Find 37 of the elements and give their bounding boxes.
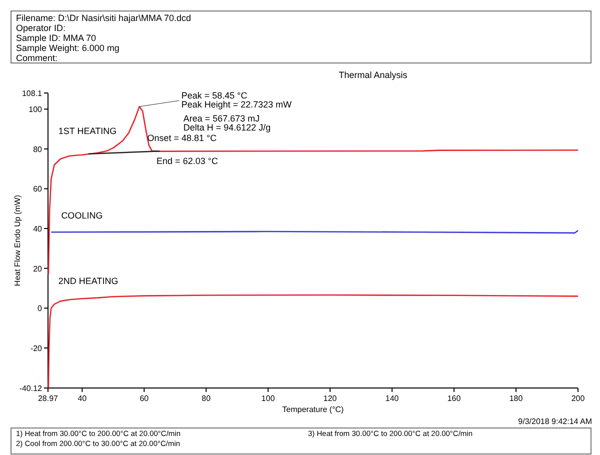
y-tick-label: 100 [28,105,43,114]
y-tick-label: -40.12 [19,384,43,393]
text: 9/3/2018 9:42:14 AM [518,417,592,426]
annotation: Peak = 58.45 °C [181,90,248,101]
chart-title: Thermal Analysis [338,70,408,80]
annotation: Area = 567.673 mJ [183,114,260,124]
x-tick-label: 180 [509,394,524,403]
x-tick-label: 100 [261,394,276,403]
text: Comment: [16,53,58,63]
y-tick-label: 60 [33,184,43,194]
x-tick-label: 60 [140,394,150,403]
y-tick-label: 80 [33,144,43,154]
series-label: 1ST HEATING [58,126,117,136]
x-tick-label: 200 [571,394,586,403]
y-tick-label: 0 [38,304,43,314]
y-tick-label: 20 [33,264,43,274]
x-tick-label: 140 [385,394,400,403]
annotation: Onset = 48.81 °C [147,132,218,143]
annotation: End = 62.03 °C [156,156,218,166]
x-tick-label: 80 [202,394,212,403]
annotation: Delta H = 94.6122 J/g [183,122,271,133]
x-tick-label: 28.97 [38,394,59,403]
x-tick-label: 160 [447,394,462,403]
series-label: COOLING [61,210,103,221]
text: Sample Weight: 6.000 mg [16,43,120,53]
series-label: 2ND HEATING [58,276,118,286]
text: Sample ID: MMA 70 [16,33,96,43]
y-tick-label: 40 [33,224,43,234]
y-axis-title: Heat Flow Endo Up (mW) [13,194,22,286]
annotation: Peak Height = 22.7323 mW [181,100,292,110]
x-axis-title: Temperature (°C) [282,405,344,414]
x-tick-label: 40 [78,394,88,403]
text: Operator ID: [16,23,66,33]
x-tick-label: 120 [323,394,338,403]
text: Filename: D:\Dr Nasir\siti hajar\MMA 70.dcd [16,13,192,23]
y-tick-label: -20 [30,344,43,353]
y-tick-label: 108.1 [22,89,43,98]
